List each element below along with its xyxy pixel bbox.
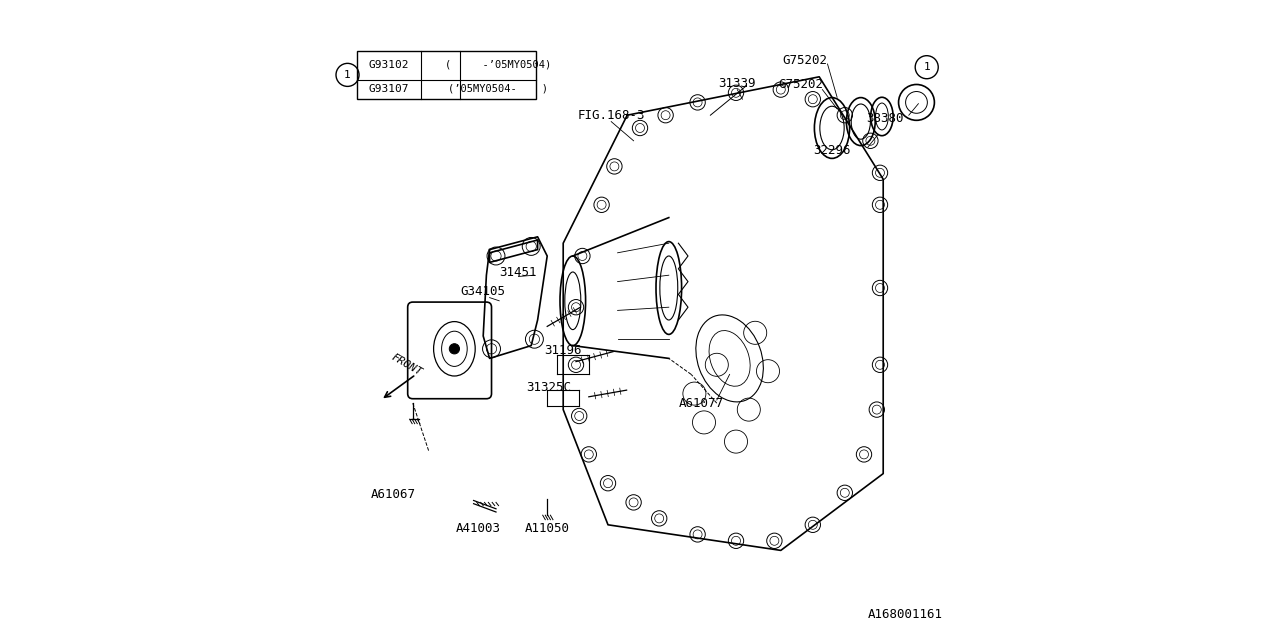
Text: (’05MY0504-    ): (’05MY0504- ) bbox=[448, 84, 548, 94]
Text: G75202: G75202 bbox=[778, 78, 824, 91]
Text: A61067: A61067 bbox=[371, 488, 416, 500]
Text: FIG.168-3: FIG.168-3 bbox=[577, 109, 645, 122]
Text: A61077: A61077 bbox=[678, 397, 723, 410]
FancyBboxPatch shape bbox=[407, 302, 492, 399]
Text: G93102: G93102 bbox=[369, 60, 410, 70]
Text: 1: 1 bbox=[344, 70, 351, 80]
Text: A11050: A11050 bbox=[525, 522, 570, 534]
Text: 1: 1 bbox=[923, 62, 931, 72]
Text: 31339: 31339 bbox=[718, 77, 756, 90]
Text: 31325C: 31325C bbox=[526, 381, 572, 394]
FancyBboxPatch shape bbox=[357, 51, 536, 99]
Text: 38380: 38380 bbox=[865, 112, 904, 125]
Text: 31196: 31196 bbox=[544, 344, 582, 357]
Text: FRONT: FRONT bbox=[389, 352, 424, 378]
Text: G93107: G93107 bbox=[369, 84, 410, 94]
Text: 31451: 31451 bbox=[499, 266, 538, 278]
Text: (     -’05MY0504): ( -’05MY0504) bbox=[444, 60, 552, 70]
Text: G75202: G75202 bbox=[782, 54, 828, 67]
Text: G34105: G34105 bbox=[461, 285, 506, 298]
Circle shape bbox=[449, 344, 460, 354]
Text: 32296: 32296 bbox=[813, 144, 851, 157]
Text: A41003: A41003 bbox=[456, 522, 502, 534]
Text: A168001161: A168001161 bbox=[868, 608, 943, 621]
